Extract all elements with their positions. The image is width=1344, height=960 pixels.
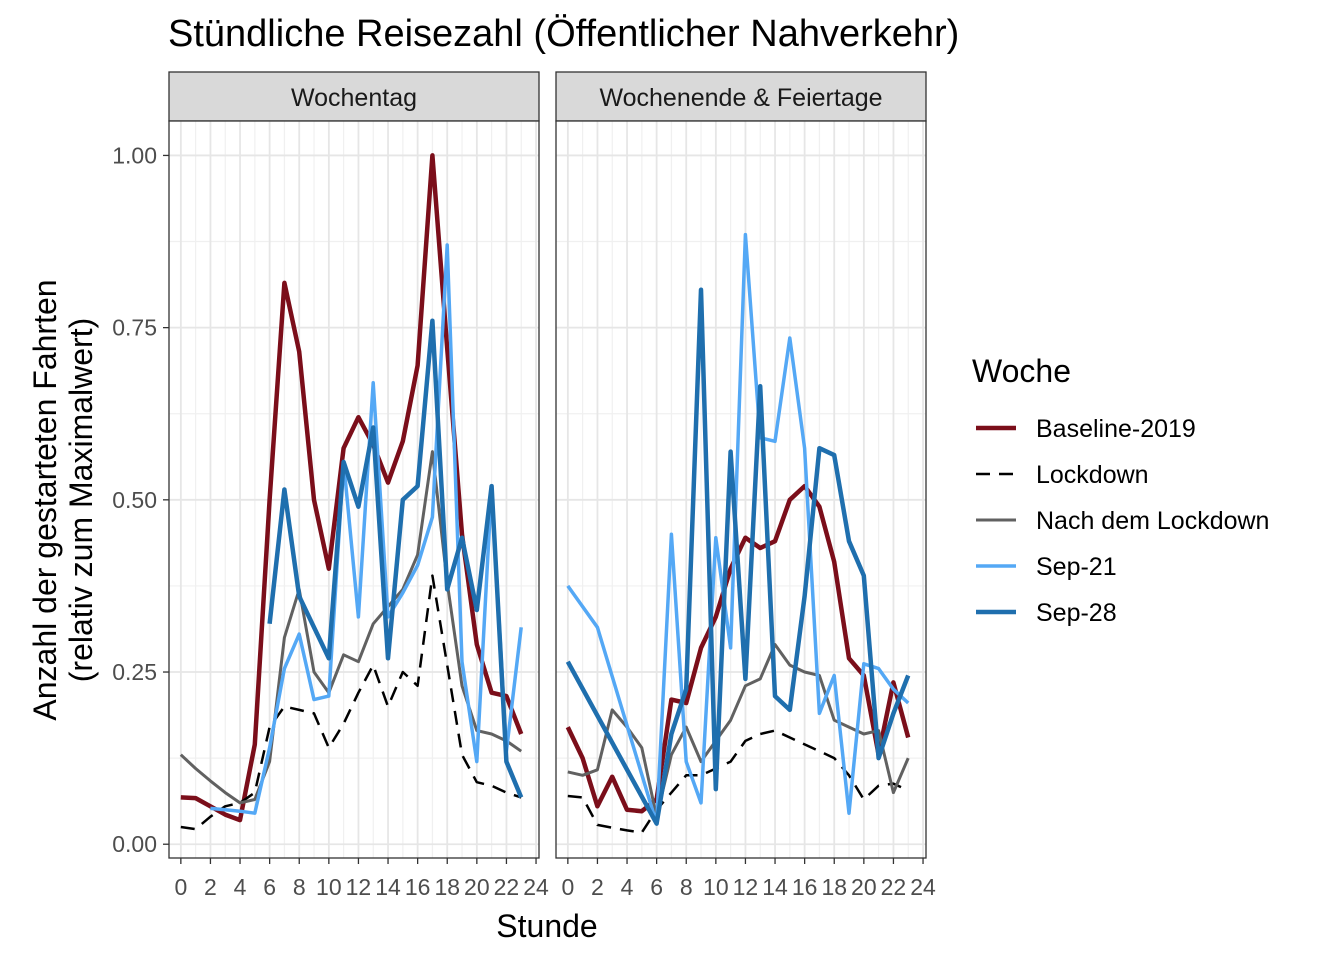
- x-tick-label: 16: [405, 874, 431, 900]
- x-tick-label: 6: [263, 874, 276, 900]
- series-line-sep-28: [565, 287, 911, 826]
- x-tick-label: 18: [821, 874, 847, 900]
- legend: Woche Baseline-2019 Lockdown Nach dem Lock…: [972, 353, 1269, 627]
- x-tick-label: 22: [494, 874, 520, 900]
- y-tick-label: 0.00: [112, 831, 157, 857]
- series-line-lockdown: [180, 574, 522, 831]
- facet-strip: [555, 71, 927, 122]
- x-tick-label: 4: [234, 874, 247, 900]
- series-line-nach-dem-lockdown: [567, 643, 910, 819]
- x-tick-label: 14: [762, 874, 788, 900]
- x-tick-label: 6: [650, 874, 663, 900]
- facet-strip: [168, 71, 540, 122]
- x-tick-label: 20: [851, 874, 877, 900]
- y-axis-title-line-1: Anzahl der gestarteten Fahrten: [27, 279, 63, 720]
- legend-label-nach-dem-lockdown: Nach dem Lockdown: [1036, 507, 1269, 535]
- series-line-lockdown: [567, 729, 909, 834]
- plot-background: [556, 121, 926, 858]
- x-tick-label: 24: [910, 874, 936, 900]
- legend-title: Woche: [972, 353, 1071, 389]
- x-tick-label: 10: [703, 874, 729, 900]
- chart-title: Stündliche Reisezahl (Öffentlicher Nahve…: [168, 13, 959, 55]
- y-axis-title-line-2: (relativ zum Maximalwert): [63, 318, 99, 682]
- x-tick-label: 18: [434, 874, 460, 900]
- legend-label-baseline-2019: Baseline-2019: [1036, 415, 1196, 443]
- x-tick-label: 16: [792, 874, 818, 900]
- x-tick-label: 20: [464, 874, 490, 900]
- series-line-sep-21: [566, 232, 910, 826]
- panel-border: [168, 120, 540, 859]
- x-tick-label: 4: [621, 874, 634, 900]
- x-tick-label: 8: [680, 874, 693, 900]
- x-tick-label: 12: [346, 874, 372, 900]
- x-axis-title: Stunde: [496, 908, 597, 944]
- panel-border: [555, 120, 927, 859]
- legend-label-sep-21: Sep-21: [1036, 553, 1117, 581]
- y-tick-label: 0.50: [112, 487, 157, 513]
- x-tick-label: 8: [293, 874, 306, 900]
- x-tick-label: 0: [561, 874, 574, 900]
- x-tick-label: 24: [523, 874, 549, 900]
- y-tick-label: 0.75: [112, 315, 157, 341]
- facet-strip-label: Wochentag: [291, 84, 417, 112]
- facet-strip-label: Wochenende & Feiertage: [599, 84, 882, 112]
- x-tick-label: 0: [174, 874, 187, 900]
- legend-label-lockdown: Lockdown: [1036, 461, 1149, 489]
- x-tick-label: 2: [204, 874, 217, 900]
- x-tick-label: 12: [733, 874, 759, 900]
- series-line-sep-28: [267, 318, 524, 799]
- y-axis-title: Anzahl der gestarteten Fahrten (relativ …: [27, 279, 99, 720]
- legend-label-sep-28: Sep-28: [1036, 599, 1117, 627]
- x-tick-label: 14: [375, 874, 401, 900]
- x-tick-label: 22: [881, 874, 907, 900]
- series-line-nach-dem-lockdown: [179, 450, 523, 805]
- series-line-sep-21: [210, 243, 523, 815]
- y-tick-label: 0.25: [112, 659, 157, 685]
- x-tick-label: 10: [316, 874, 342, 900]
- x-tick-label: 2: [591, 874, 604, 900]
- y-tick-label: 1.00: [112, 142, 157, 168]
